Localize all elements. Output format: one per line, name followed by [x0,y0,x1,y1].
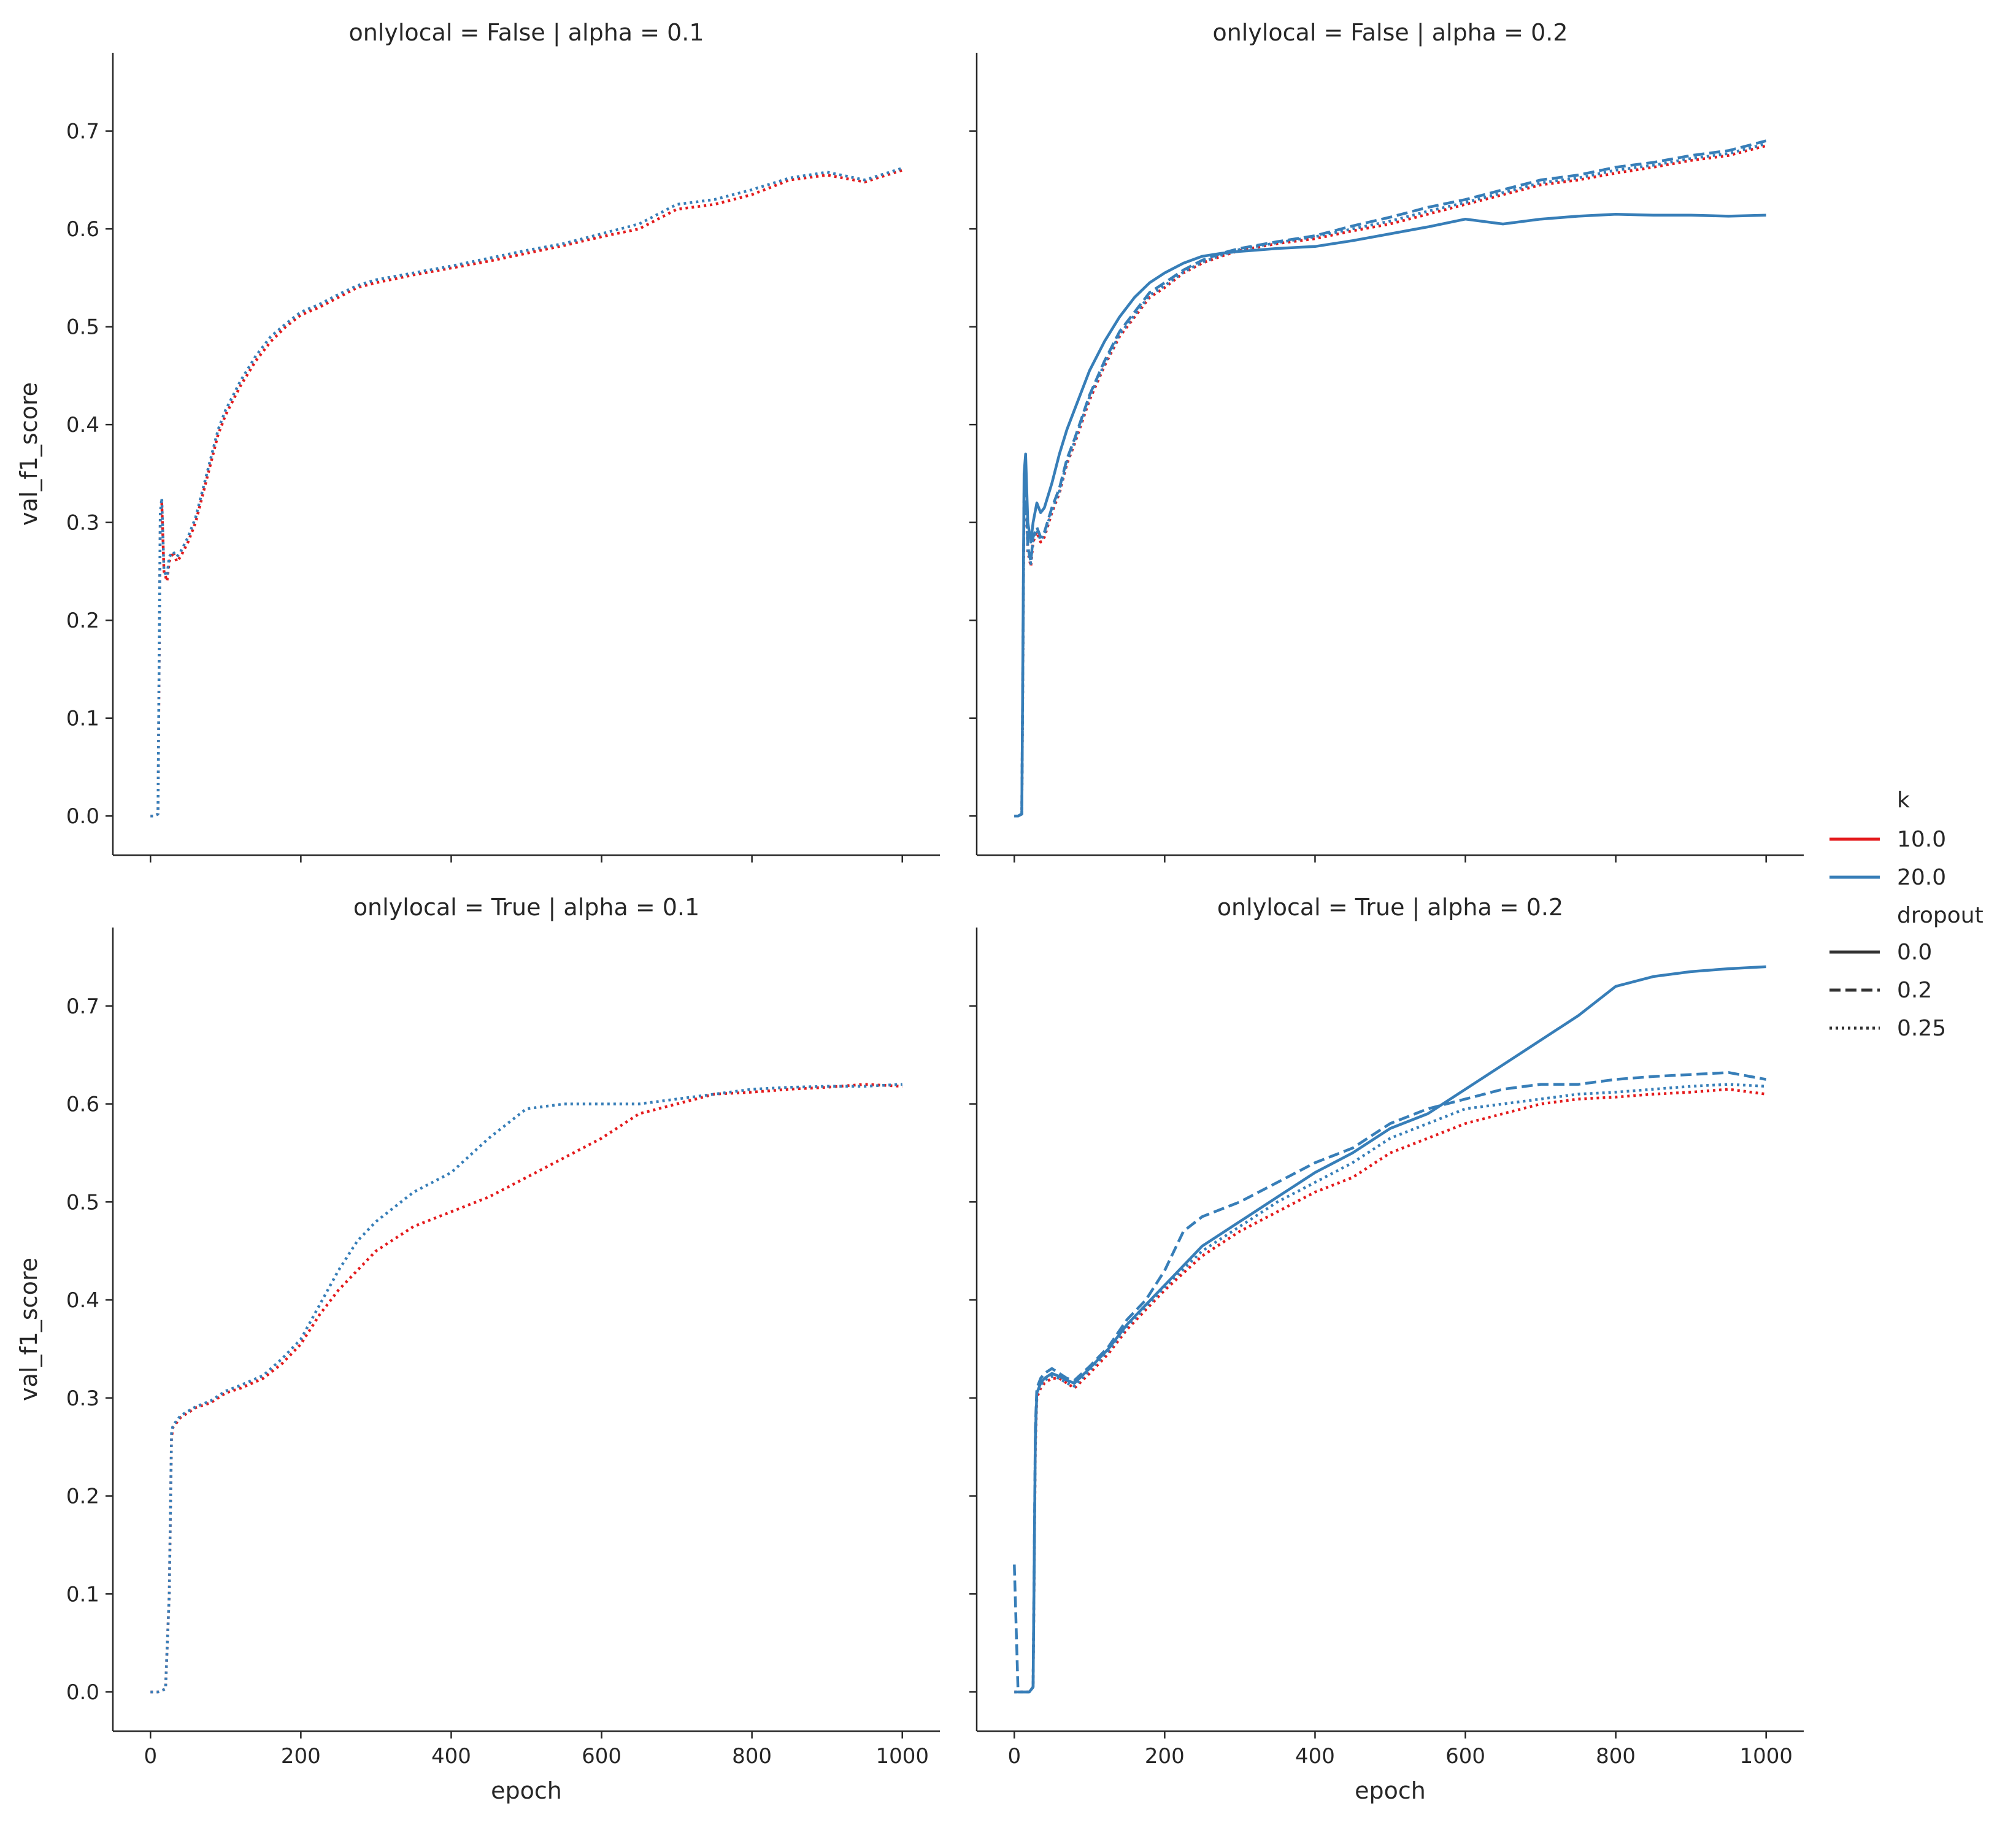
legend-style-label-025: 0.25 [1897,1016,1946,1041]
panel-1-series [150,167,903,818]
y-axis-label: val_f1_score [15,1258,42,1401]
x-tick-label: 400 [1295,1744,1335,1769]
x-tick-label: 200 [281,1744,321,1769]
x-tick-label: 200 [1145,1744,1185,1769]
legend-hue-title: k [1897,788,1910,813]
x-tick-label: 400 [431,1744,471,1769]
legend-hue-label-20: 20.0 [1897,865,1946,890]
panel-1: onlylocal = False | alpha = 0.1 0.0 0.1 0.2… [15,19,940,863]
panel-title-4: onlylocal = True | alpha = 0.2 [1217,894,1563,921]
x-tick-label: 0 [1007,1744,1021,1769]
y-tick-label: 0.3 [66,511,99,536]
legend-style-title: dropout [1897,903,1983,928]
legend: k 10.0 20.0 dropout 0.0 0.2 0.25 [1829,788,1983,1041]
y-tick-label: 0.7 [66,120,99,144]
panel-4-series [1013,965,1767,1694]
y-tick-label: 0.7 [66,994,99,1019]
y-tick-label: 0.1 [66,1582,99,1607]
y-tick-label: 0.6 [66,1093,99,1117]
panel-title-3: onlylocal = True | alpha = 0.1 [353,894,699,921]
x-tick-label: 1000 [1739,1744,1793,1769]
legend-style-label-0: 0.0 [1897,940,1932,965]
x-axis-label: epoch [491,1777,562,1804]
y-tick-label: 0.5 [66,1190,99,1215]
series-line-k10_0-dropout0_25 [150,169,903,818]
y-axis-label: val_f1_score [15,382,42,526]
legend-style-label-02: 0.2 [1897,978,1932,1003]
x-tick-label: 800 [1596,1744,1636,1769]
y-tick-label: 0.5 [66,315,99,340]
panel-title-1: onlylocal = False | alpha = 0.1 [348,19,704,47]
x-tick-label: 800 [732,1744,772,1769]
panel-title-2: onlylocal = False | alpha = 0.2 [1212,19,1568,47]
x-tick-label: 600 [1445,1744,1485,1769]
panel-2-series [1014,139,1767,818]
panel-4: onlylocal = True | alpha = 0.2 0 200 400 600… [969,894,1804,1804]
y-tick-label: 0.4 [66,413,99,437]
panel-2: onlylocal = False | alpha = 0.2 [969,19,1804,863]
x-tick-label: 600 [582,1744,621,1769]
panel-3-series [150,1083,902,1694]
y-tick-label: 0.2 [66,1485,99,1509]
y-tick-label: 0.4 [66,1288,99,1313]
y-tick-label: 0.3 [66,1386,99,1411]
series-line-k10_0-dropout0_25 [150,1083,902,1694]
panels: onlylocal = False | alpha = 0.1 0.0 0.1 0.2… [15,19,1804,1804]
y-tick-label: 0.2 [66,609,99,633]
series-line-k20_0-dropout0_25 [150,167,903,818]
legend-hue-label-10: 10.0 [1897,827,1946,852]
panel-3: onlylocal = True | alpha = 0.1 0.0 0.1 0.2 0… [15,894,940,1804]
y-tick-label: 0.1 [66,707,99,731]
x-tick-label: 0 [144,1744,157,1769]
y-tick-label: 0.0 [66,1680,99,1705]
y-tick-label: 0.0 [66,804,99,829]
y-tick-label: 0.6 [66,217,99,242]
x-axis-label: epoch [1355,1777,1426,1804]
x-tick-label: 1000 [875,1744,929,1769]
series-line-k20_0-dropout0_0 [1014,212,1766,818]
